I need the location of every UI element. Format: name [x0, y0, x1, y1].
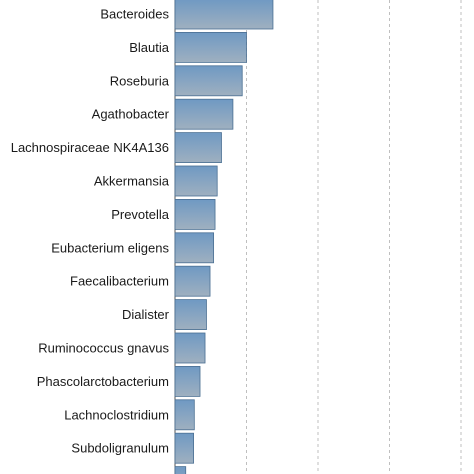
gridlines	[246, 0, 462, 474]
category-label: Blautia	[129, 40, 170, 55]
bar-dialister	[174, 299, 207, 331]
bar-lachnoclostridium	[174, 399, 195, 431]
category-label: Faecalibacterium	[70, 274, 169, 289]
category-label: Lachnospiraceae NK4A136	[11, 140, 169, 155]
bar-partial-14	[174, 466, 187, 474]
category-label: Lachnoclostridium	[64, 407, 169, 422]
category-label: Prevotella	[111, 207, 170, 222]
bar-ruminococcus-gnavus	[174, 332, 206, 364]
category-labels: Bacteroides Blautia Roseburia Agathobacter L…	[11, 7, 170, 456]
bar-phascolarctobacterium	[174, 365, 201, 397]
category-label: Dialister	[122, 307, 170, 322]
bar-faecalibacterium	[174, 265, 211, 297]
bar-roseburia	[174, 65, 243, 97]
bar-subdoligranulum	[174, 432, 194, 464]
category-label: Phascolarctobacterium	[37, 374, 169, 389]
category-label: Akkermansia	[94, 174, 170, 189]
bar-prevotella	[174, 198, 216, 230]
category-label: Bacteroides	[100, 7, 169, 22]
category-label: Ruminococcus gnavus	[38, 341, 169, 356]
bar-akkermansia	[174, 165, 218, 197]
category-label: Subdoligranulum	[71, 441, 169, 456]
bar-agathobacter	[174, 98, 234, 130]
bar-bacteroides	[174, 0, 274, 30]
bars	[174, 0, 274, 474]
category-label: Agathobacter	[92, 107, 170, 122]
bar-eubacterium-eligens	[174, 232, 215, 264]
category-label: Eubacterium eligens	[51, 240, 169, 255]
bar-lachnospiraceae-nk4a136	[174, 132, 222, 164]
bar-blautia	[174, 32, 247, 63]
category-label: Roseburia	[110, 73, 170, 88]
